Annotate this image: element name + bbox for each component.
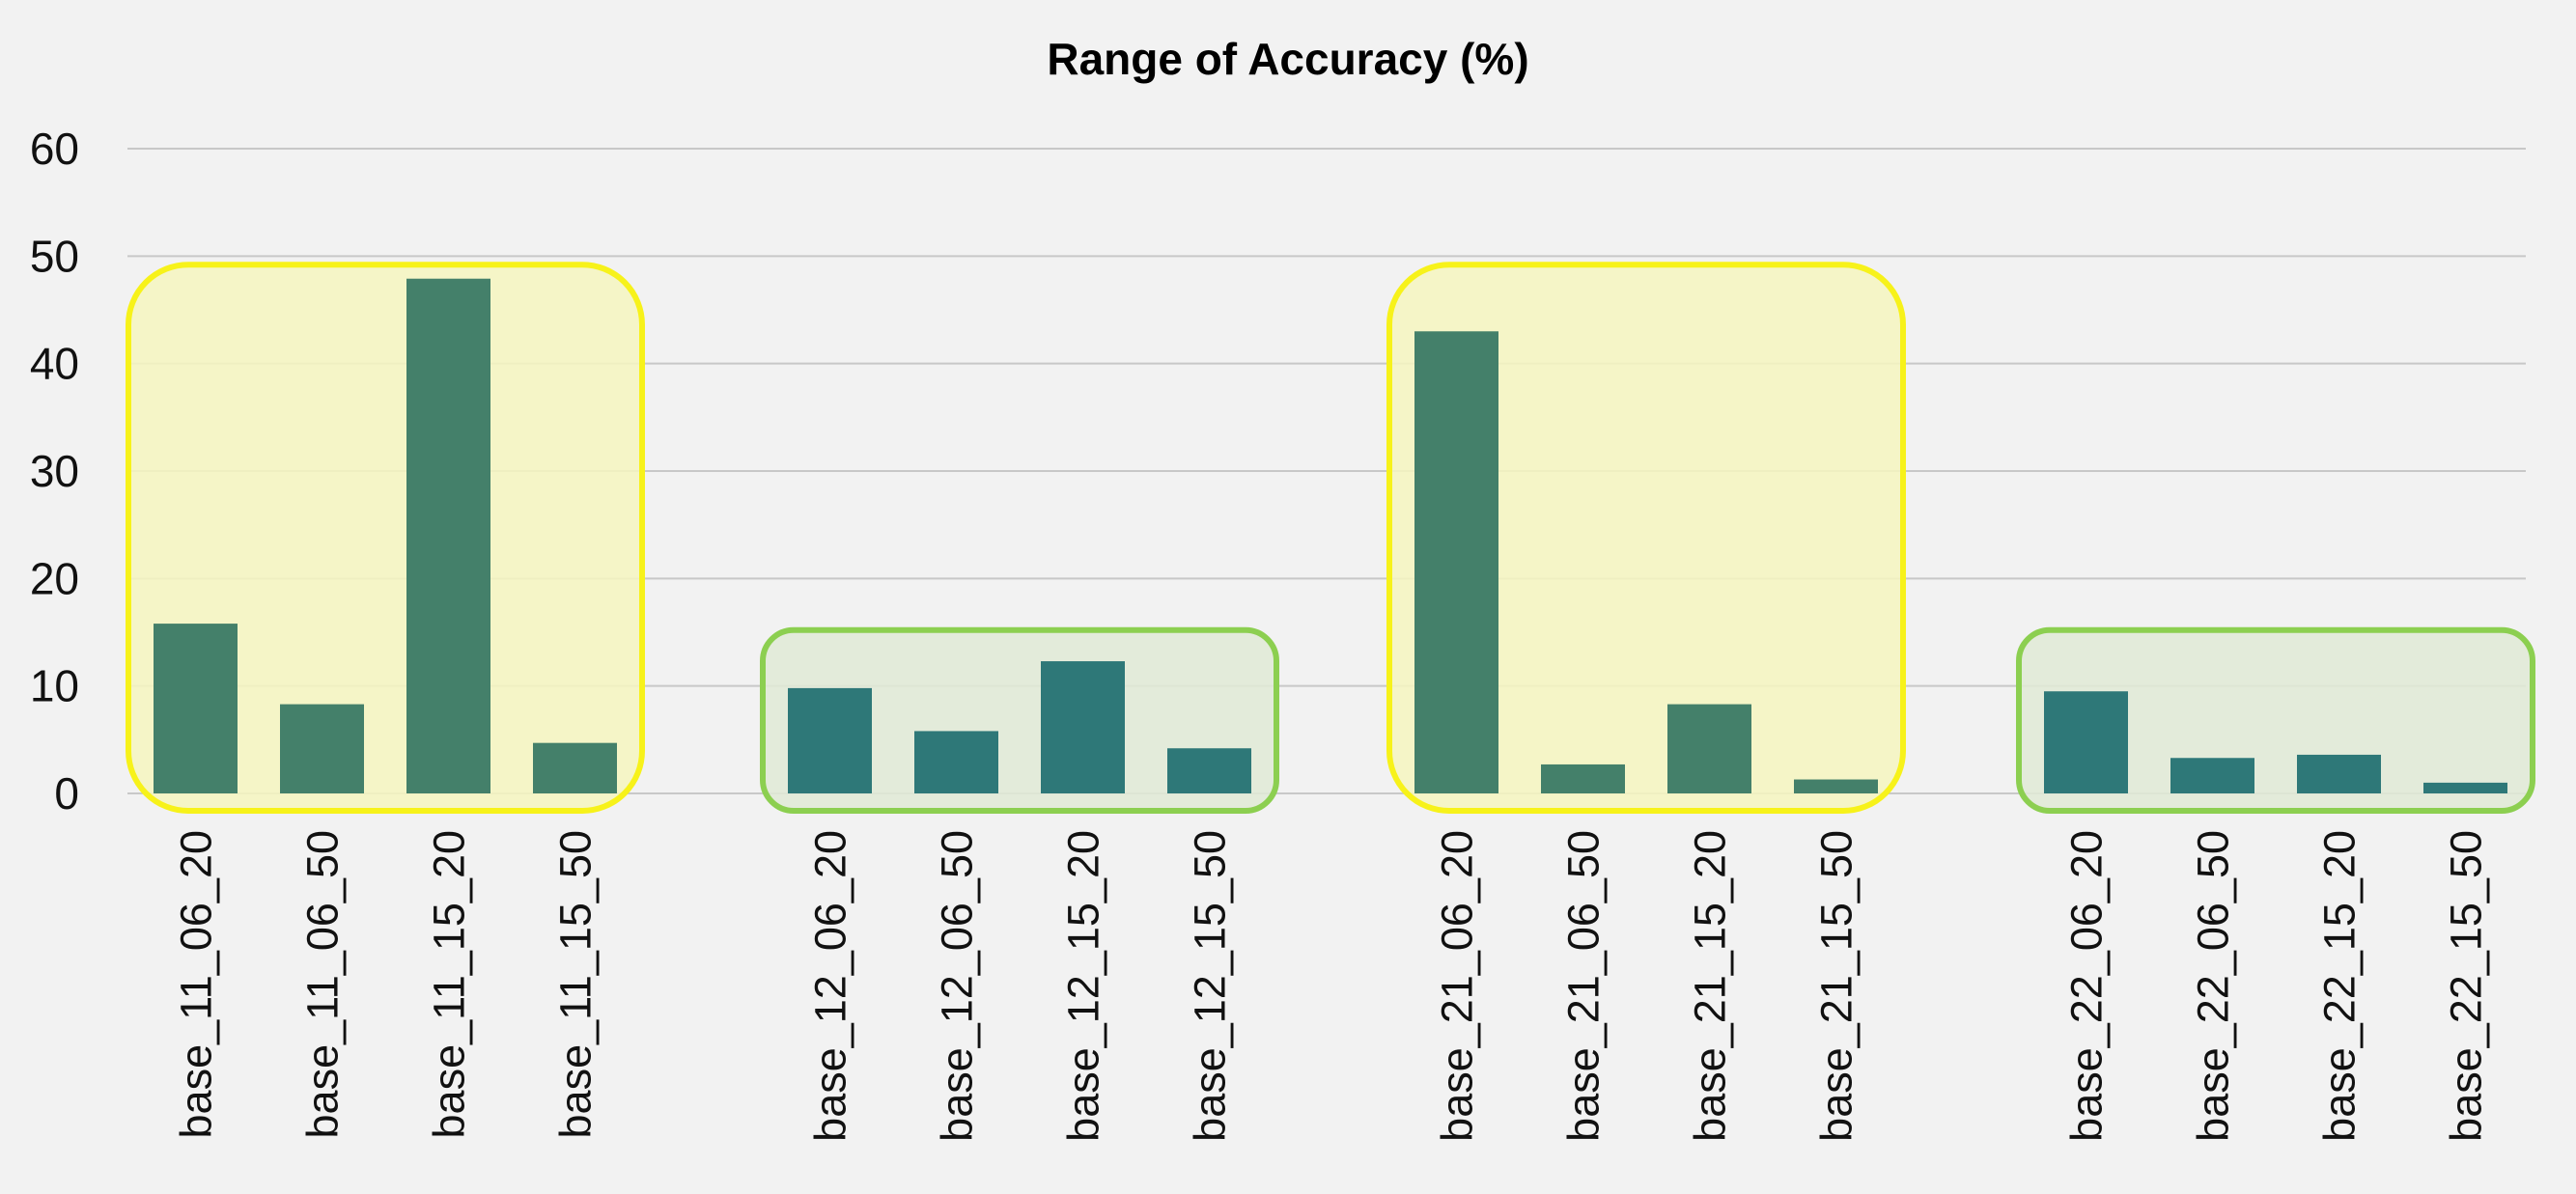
x-tick-label: base_22_06_20 [2062,830,2112,1142]
bar-base_11_15_50 [533,742,617,793]
bar-base_11_15_20 [406,278,490,793]
x-tick-label: base_11_06_50 [298,830,348,1138]
highlight-box-green [2016,626,2535,814]
bar-base_12_06_50 [914,731,998,793]
bar-base_12_15_20 [1041,661,1125,793]
x-tick-label: base_12_06_50 [933,830,982,1142]
x-tick-label: base_22_15_20 [2315,830,2365,1142]
x-tick-label: base_21_06_50 [1559,830,1609,1142]
y-tick-label: 40 [30,339,79,389]
bar-base_12_06_20 [788,687,872,793]
bar-base_22_06_50 [2170,758,2254,793]
bar-base_22_15_50 [2423,782,2507,793]
bar-base_21_06_50 [1541,764,1625,793]
highlight-box-green [760,626,1279,814]
y-tick-label: 0 [54,768,79,819]
x-tick-label: base_22_15_50 [2442,830,2491,1142]
x-tick-label: base_11_15_50 [551,830,601,1138]
x-tick-label: base_21_15_50 [1812,830,1862,1142]
bar-base_11_06_20 [154,624,238,793]
bar-base_22_06_20 [2044,691,2128,793]
highlight-box-yellow [1386,262,1906,814]
bar-base_11_06_50 [280,704,364,793]
y-tick-label: 20 [30,553,79,603]
x-tick-label: base_21_06_20 [1433,830,1482,1142]
bar-base_12_15_50 [1167,748,1251,793]
bar-base_22_15_20 [2297,754,2381,793]
chart-title: Range of Accuracy (%) [1047,34,1529,84]
x-tick-label: base_12_06_20 [806,830,855,1142]
y-tick-label: 30 [30,446,79,496]
x-tick-label: base_12_15_20 [1059,830,1108,1142]
x-tick-label: base_11_15_20 [425,830,474,1138]
y-tick-label: 50 [30,231,79,281]
bar-base_21_15_50 [1794,779,1878,793]
x-tick-label: base_11_06_20 [172,830,221,1138]
x-tick-label: base_12_15_50 [1186,830,1235,1142]
highlight-box-yellow [126,262,645,814]
x-tick-label: base_21_15_20 [1686,830,1735,1142]
y-tick-label: 60 [30,124,79,174]
bar-base_21_15_20 [1667,704,1751,793]
y-tick-label: 10 [30,661,79,711]
bar-base_21_06_20 [1414,331,1498,793]
x-tick-label: base_22_06_50 [2189,830,2238,1142]
